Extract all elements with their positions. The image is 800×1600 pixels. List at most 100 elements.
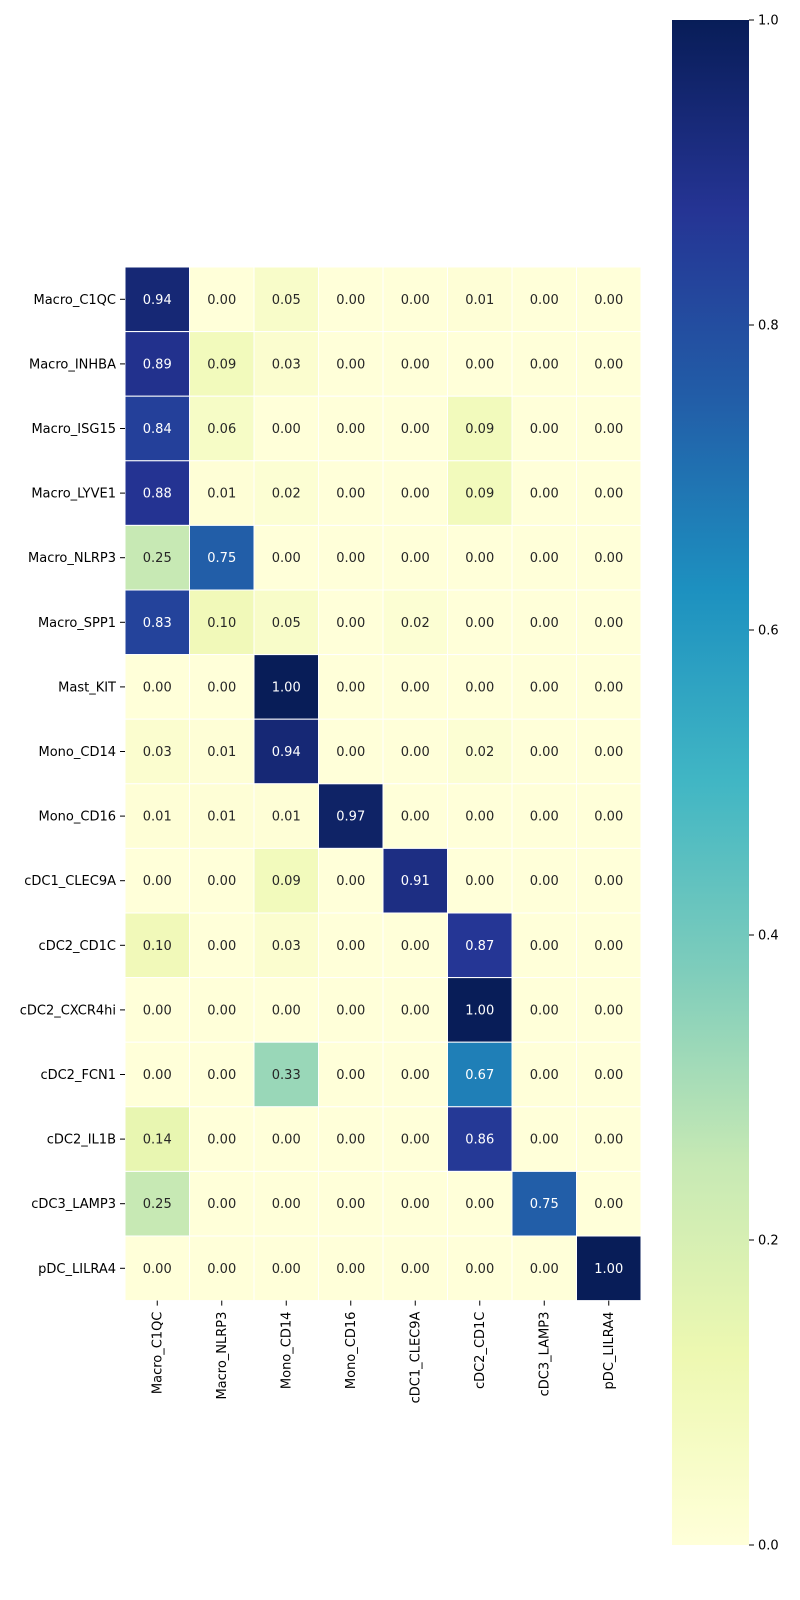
row-tick-label: cDC1_CLEC9A xyxy=(24,874,116,889)
cell-value-label: 0.00 xyxy=(207,939,236,954)
heatmap-cell xyxy=(447,977,513,1043)
heatmap-cell xyxy=(318,395,384,462)
cell-value-label: 0.00 xyxy=(465,616,494,631)
cell-value-label: 0.01 xyxy=(465,293,494,308)
heatmap-cell xyxy=(576,718,642,785)
heatmap-cell xyxy=(382,912,448,979)
heatmap-cell xyxy=(124,1235,190,1302)
heatmap-cell xyxy=(447,783,513,849)
cell-value-label: 0.00 xyxy=(594,939,623,954)
cell-value-label: 0.00 xyxy=(465,357,494,372)
cell-value-label: 0.00 xyxy=(336,487,365,502)
column-tick-label: cDC2_CD1C xyxy=(473,1312,488,1389)
heatmap-cell xyxy=(189,783,255,849)
cell-value-label: 0.09 xyxy=(272,874,301,889)
cell-value-label: 1.00 xyxy=(272,680,301,695)
cell-value-label: 0.09 xyxy=(465,487,494,502)
cell-value-label: 0.10 xyxy=(143,939,172,954)
heatmap-cell xyxy=(447,331,513,397)
row-tick-label: Mono_CD14 xyxy=(39,745,117,760)
cell-value-label: 0.00 xyxy=(401,1133,430,1148)
heatmap-cell xyxy=(124,460,190,526)
heatmap-cell xyxy=(511,1170,577,1237)
row-tick-label: Mast_KIT xyxy=(58,680,116,695)
cell-value-label: 0.00 xyxy=(272,1133,301,1148)
cell-value-label: 0.00 xyxy=(336,1262,365,1277)
heatmap-cell xyxy=(124,847,190,914)
cell-value-label: 0.00 xyxy=(401,1068,430,1083)
heatmap-cell xyxy=(253,912,319,979)
column-tick-label: cDC3_LAMP3 xyxy=(538,1312,553,1397)
cell-value-label: 0.00 xyxy=(401,810,430,825)
heatmap-cell xyxy=(382,524,448,591)
cell-value-label: 0.00 xyxy=(336,293,365,308)
heatmap-cell xyxy=(253,1170,319,1237)
cell-value-label: 0.01 xyxy=(207,487,236,502)
heatmap-cell xyxy=(253,1235,319,1302)
colorbar-tick-label: 0.6 xyxy=(758,624,779,639)
heatmap-cell xyxy=(576,977,642,1043)
cell-value-label: 0.00 xyxy=(594,745,623,760)
cell-value-label: 0.00 xyxy=(336,1003,365,1018)
cell-value-label: 0.00 xyxy=(143,1068,172,1083)
colorbar-tick-label: 1.0 xyxy=(758,14,779,29)
cell-value-label: 0.05 xyxy=(272,616,301,631)
cell-value-label: 0.00 xyxy=(336,422,365,437)
cell-value-label: 0.00 xyxy=(272,1003,301,1018)
heatmap-cell xyxy=(447,1106,513,1172)
cell-value-label: 0.03 xyxy=(272,357,301,372)
cell-value-label: 0.00 xyxy=(207,1262,236,1277)
row-tick-label: cDC2_CXCR4hi xyxy=(20,1003,116,1018)
heatmap-cell xyxy=(253,589,319,656)
cell-value-label: 0.01 xyxy=(143,810,172,825)
cell-value-label: 0.00 xyxy=(401,1262,430,1277)
cell-value-label: 0.25 xyxy=(143,551,172,566)
cell-value-label: 0.02 xyxy=(465,745,494,760)
cell-value-label: 0.00 xyxy=(530,810,559,825)
cell-value-label: 0.00 xyxy=(401,357,430,372)
column-tick-label: Macro_C1QC xyxy=(151,1312,166,1395)
cell-value-label: 0.87 xyxy=(465,939,494,954)
heatmap-cell xyxy=(189,1041,255,1108)
cell-value-label: 0.00 xyxy=(401,680,430,695)
row-tick-label: cDC3_LAMP3 xyxy=(31,1197,116,1212)
heatmap-cell xyxy=(511,977,577,1043)
heatmap-cell xyxy=(318,1041,384,1108)
cell-value-label: 0.00 xyxy=(272,1197,301,1212)
cell-value-label: 0.00 xyxy=(465,874,494,889)
heatmap-cell xyxy=(576,654,642,720)
heatmap-cell xyxy=(189,395,255,462)
heatmap-cell xyxy=(382,589,448,656)
heatmap-cell xyxy=(253,977,319,1043)
cell-value-label: 0.33 xyxy=(272,1068,301,1083)
heatmap-cell xyxy=(124,1106,190,1172)
heatmap-cell xyxy=(511,589,577,656)
cell-value-label: 0.00 xyxy=(594,1197,623,1212)
cell-value-label: 0.00 xyxy=(530,551,559,566)
heatmap-cell xyxy=(447,589,513,656)
cell-value-label: 0.84 xyxy=(143,422,172,437)
heatmap-cell xyxy=(318,524,384,591)
row-tick-label: cDC2_CD1C xyxy=(39,939,116,954)
cell-value-label: 0.00 xyxy=(143,1003,172,1018)
heatmap-cell xyxy=(318,1106,384,1172)
cell-value-label: 0.00 xyxy=(336,874,365,889)
heatmap-cell xyxy=(124,1170,190,1237)
heatmap-cell xyxy=(253,654,319,720)
cell-value-label: 0.01 xyxy=(272,810,301,825)
heatmap-cell xyxy=(253,460,319,526)
cell-value-label: 0.00 xyxy=(465,1197,494,1212)
heatmap-cell xyxy=(382,395,448,462)
cell-value-label: 0.00 xyxy=(336,939,365,954)
cell-value-label: 0.00 xyxy=(530,1003,559,1018)
cell-value-label: 0.00 xyxy=(336,551,365,566)
cell-value-label: 0.00 xyxy=(594,1068,623,1083)
cell-value-label: 0.00 xyxy=(401,551,430,566)
cell-value-label: 0.00 xyxy=(207,1003,236,1018)
colorbar-tick-label: 0.0 xyxy=(758,1539,779,1554)
heatmap-cell xyxy=(253,718,319,785)
cell-value-label: 0.00 xyxy=(272,422,301,437)
cell-value-label: 0.00 xyxy=(207,680,236,695)
column-tick-label: cDC1_CLEC9A xyxy=(409,1311,424,1403)
cell-value-label: 0.00 xyxy=(207,1197,236,1212)
